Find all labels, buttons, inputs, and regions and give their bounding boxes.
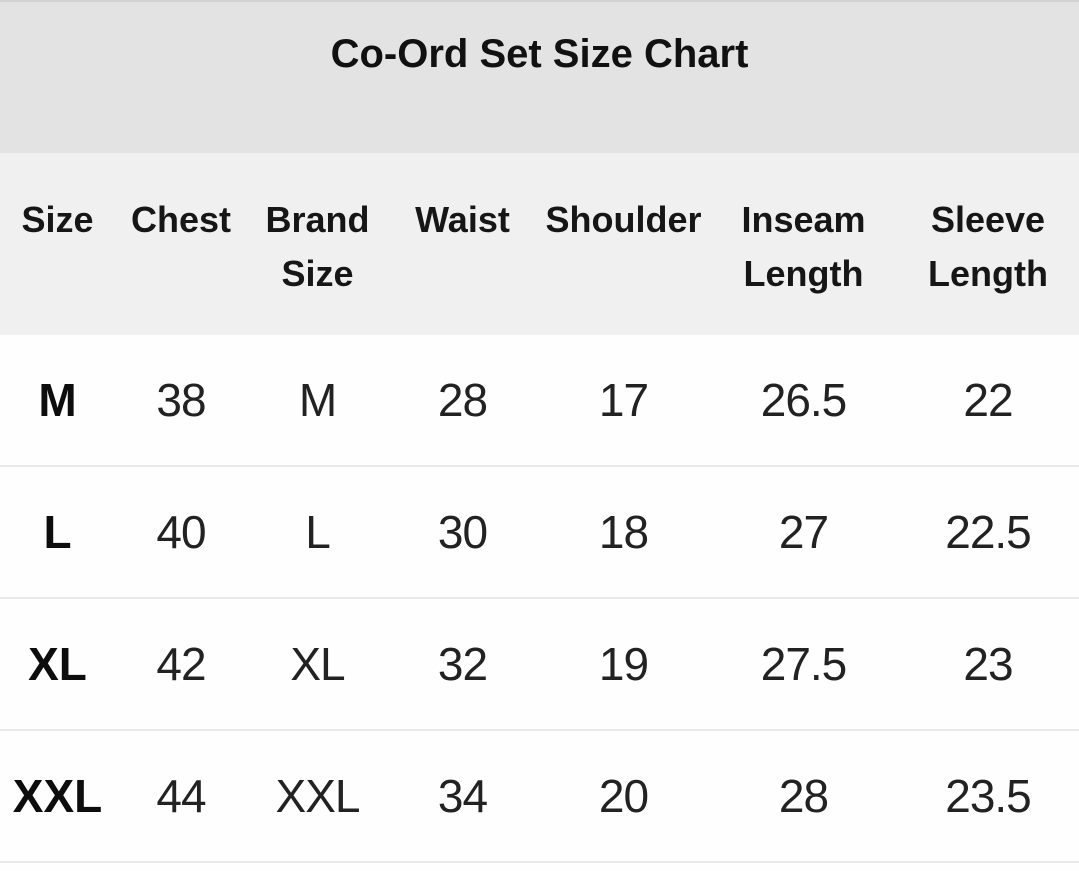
table-header-row: Size Chest Brand Size Waist Shoulder Ins…	[0, 153, 1079, 335]
cell-chest: 38	[156, 374, 206, 426]
header-cell-size: Size	[21, 199, 94, 240]
header-cell-waist: Waist	[415, 199, 510, 240]
cell-inseam-length: 26.5	[760, 374, 848, 426]
cell-sleeve-length: 23.5	[945, 770, 1032, 822]
size-table: Size Chest Brand Size Waist Shoulder Ins…	[0, 153, 1079, 863]
cell-waist: 32	[437, 638, 488, 690]
table-row-m: M 38 M 28 17 26.5 22	[0, 335, 1079, 467]
header-cell-brand-size: Brand Size	[265, 199, 370, 294]
table-row-xxl: XXL 44 XXL 34 20 28 23.5	[0, 731, 1079, 863]
cell-brand-size: XL	[290, 638, 345, 690]
cell-sleeve-length: 23	[963, 638, 1013, 690]
table-row-xl: XL 42 XL 32 19 27.5 23	[0, 599, 1079, 731]
cell-sleeve-length: 22	[963, 374, 1013, 426]
cell-chest: 44	[156, 770, 206, 822]
cell-chest: 40	[156, 506, 206, 558]
cell-size: XXL	[12, 770, 103, 822]
cell-size: XL	[28, 638, 87, 690]
cell-brand-size: M	[298, 374, 337, 426]
header-cell-sleeve-length: Sleeve Length	[928, 199, 1048, 294]
cell-shoulder: 19	[598, 638, 649, 690]
cell-sleeve-length: 22.5	[945, 506, 1032, 558]
table-row-l: L 40 L 30 18 27 22.5	[0, 467, 1079, 599]
title-band: Co-Ord Set Size Chart	[0, 2, 1079, 153]
cell-shoulder: 18	[598, 506, 649, 558]
cell-size: M	[38, 374, 77, 426]
header-cell-shoulder: Shoulder	[545, 199, 702, 240]
cell-waist: 34	[437, 770, 488, 822]
page-title: Co-Ord Set Size Chart	[330, 32, 749, 76]
cell-inseam-length: 27	[778, 506, 829, 558]
cell-inseam-length: 27.5	[760, 638, 848, 690]
header-cell-chest: Chest	[130, 199, 232, 240]
cell-brand-size: L	[305, 506, 331, 558]
cell-shoulder: 17	[598, 374, 649, 426]
cell-brand-size: XXL	[275, 770, 361, 822]
cell-waist: 30	[437, 506, 488, 558]
cell-inseam-length: 28	[778, 770, 829, 822]
cell-chest: 42	[156, 638, 206, 690]
header-cell-inseam-length: Inseam Length	[741, 199, 866, 294]
cell-waist: 28	[437, 374, 488, 426]
cell-shoulder: 20	[598, 770, 649, 822]
cell-size: L	[43, 506, 72, 558]
